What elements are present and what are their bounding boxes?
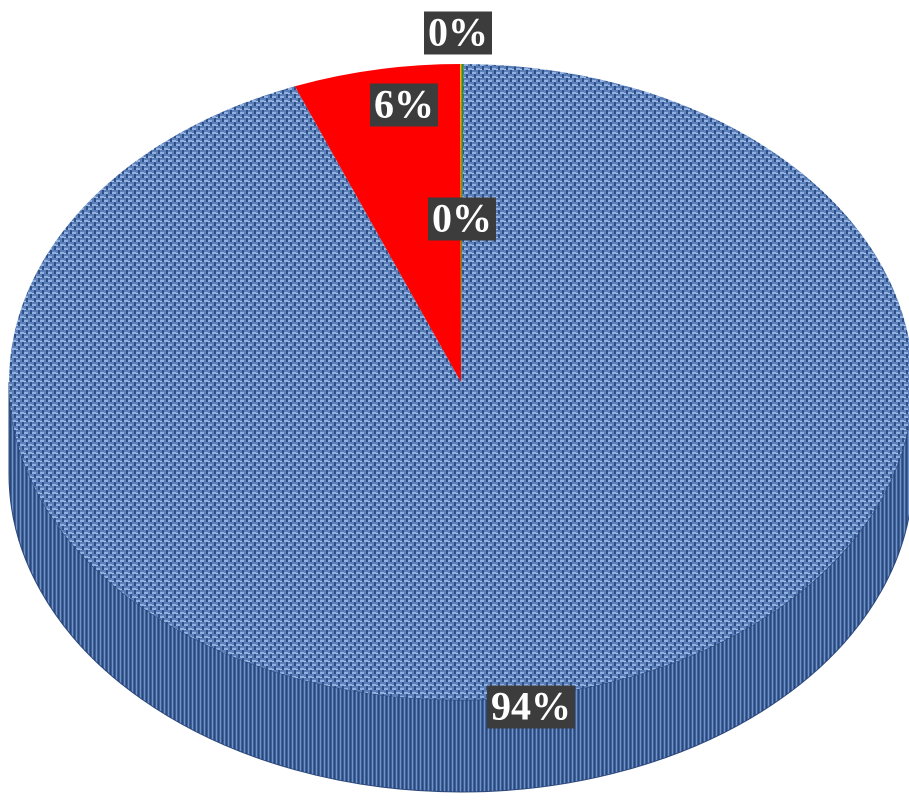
data-label-text: 0%	[428, 10, 488, 55]
data-label-background	[370, 83, 438, 127]
data-label-3: 0%	[424, 10, 492, 55]
pie-slice-0	[9, 64, 909, 700]
data-label-1: 6%	[370, 82, 438, 127]
pie-slices	[9, 64, 909, 700]
data-label-text: 0%	[432, 196, 492, 241]
data-label-0: 94%	[487, 684, 575, 729]
data-label-background	[487, 685, 575, 729]
data-label-2: 0%	[428, 196, 496, 241]
data-label-background	[428, 197, 496, 241]
pie-slice-1	[294, 64, 461, 382]
data-label-background	[424, 11, 492, 55]
data-label-text: 6%	[374, 82, 434, 127]
data-labels: 94% 6% 0% 0%	[370, 10, 575, 729]
data-label-text: 94%	[491, 684, 571, 729]
